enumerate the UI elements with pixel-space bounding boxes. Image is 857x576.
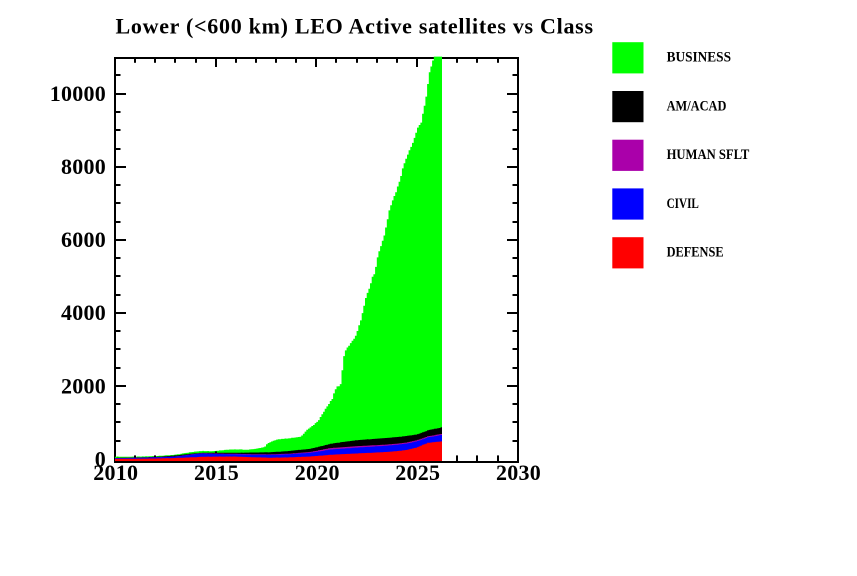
svg-text:2020: 2020 [295,460,340,485]
svg-text:0: 0 [95,446,106,471]
svg-text:2000: 2000 [61,373,106,398]
svg-text:2025: 2025 [395,460,440,485]
svg-text:Lower (<600 km) LEO Active sat: Lower (<600 km) LEO Active satellites vs… [116,14,594,39]
svg-text:AM/ACAD: AM/ACAD [667,98,727,114]
svg-text:BUSINESS: BUSINESS [667,50,731,66]
svg-text:HUMAN SFLT: HUMAN SFLT [667,147,750,163]
svg-text:2010: 2010 [93,460,138,485]
svg-text:4000: 4000 [61,300,106,325]
svg-text:CIVIL: CIVIL [667,196,699,212]
svg-text:2030: 2030 [496,460,541,485]
svg-text:2015: 2015 [194,460,239,485]
svg-text:DEFENSE: DEFENSE [667,245,724,261]
svg-text:10000: 10000 [50,81,106,106]
svg-text:6000: 6000 [61,227,106,252]
svg-text:8000: 8000 [61,154,106,179]
